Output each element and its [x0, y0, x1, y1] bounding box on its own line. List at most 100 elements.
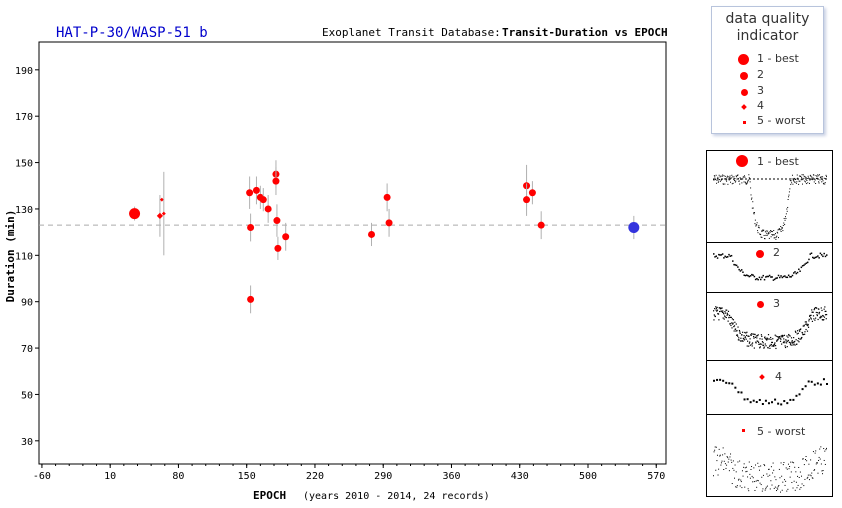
lightcurve-dot	[724, 255, 726, 258]
lightcurve-dot	[748, 342, 750, 344]
lightcurve-dot	[740, 178, 742, 180]
lightcurve-dot	[772, 279, 775, 281]
lightcurve-dot	[823, 459, 825, 461]
lightcurve-dot	[808, 320, 810, 322]
lightcurve-dot	[774, 342, 776, 344]
lightcurve-dot	[797, 475, 799, 477]
lightcurve-dot	[752, 399, 755, 402]
lightcurve-dot	[740, 391, 743, 394]
lightcurve-dot	[720, 307, 722, 309]
lightcurve-dot	[730, 316, 732, 318]
lightcurve-dot	[754, 336, 756, 338]
lightcurve-dot	[761, 476, 763, 478]
lightcurve-dot	[719, 176, 721, 178]
lightcurve-dot	[789, 276, 791, 278]
lightcurve-dot	[793, 480, 795, 482]
lightcurve-dot	[720, 462, 722, 464]
lightcurve-dot	[808, 463, 810, 465]
lightcurve-dot	[801, 332, 804, 334]
lightcurve-dot	[778, 468, 780, 470]
lightcurve-dot	[724, 453, 726, 455]
lightcurve-dot	[739, 340, 742, 342]
lightcurve-dot	[768, 345, 771, 347]
example-panel-quality-3: 3	[706, 292, 833, 362]
x-tick-label: 360	[442, 471, 460, 482]
lightcurve-dot	[783, 217, 785, 219]
lightcurve-dot	[788, 196, 790, 198]
lightcurve-dot	[748, 177, 750, 179]
lightcurve-dot	[778, 228, 780, 230]
lightcurve-dot	[798, 268, 800, 271]
lightcurve-dot	[756, 337, 758, 339]
lightcurve-dot	[761, 338, 763, 340]
example-4-dots	[713, 378, 828, 406]
example-lightcurve-3	[713, 306, 828, 350]
lightcurve-dot	[781, 489, 783, 491]
lightcurve-dot	[816, 462, 818, 464]
lightcurve-dot	[799, 180, 801, 182]
lightcurve-dot	[753, 347, 755, 349]
lightcurve-dot	[822, 180, 824, 182]
lightcurve-dot	[747, 179, 749, 181]
data-point	[161, 211, 166, 216]
lightcurve-dot	[782, 341, 784, 344]
lightcurve-dot	[737, 391, 740, 394]
lightcurve-dot	[797, 332, 799, 334]
lightcurve-dot	[782, 225, 784, 227]
lightcurve-dot	[768, 274, 771, 277]
lightcurve-dot	[735, 175, 737, 177]
lightcurve-dot	[719, 310, 721, 313]
lightcurve-dot	[730, 177, 732, 179]
lightcurve-dot	[819, 174, 821, 176]
lightcurve-dot	[787, 339, 789, 342]
lightcurve-dot	[722, 379, 725, 382]
lightcurve-dot	[724, 183, 726, 185]
lightcurve-dot	[746, 183, 748, 185]
lightcurve-dot	[729, 255, 732, 257]
lightcurve-dot	[821, 316, 823, 318]
lightcurve-dot	[739, 331, 741, 333]
lightcurve-dot	[764, 231, 766, 233]
lightcurve-dot	[824, 314, 827, 316]
lightcurve-dot	[768, 232, 770, 234]
lightcurve-dot	[726, 175, 728, 177]
lightcurve-dot	[747, 274, 749, 277]
lightcurve-dot	[762, 344, 764, 346]
lightcurve-dot	[781, 228, 783, 230]
lightcurve-dot	[811, 477, 813, 479]
lightcurve-dot	[816, 462, 818, 464]
lightcurve-dot	[724, 175, 726, 177]
lightcurve-dot	[794, 271, 796, 273]
lightcurve-dot	[825, 178, 827, 180]
lightcurve-dot	[725, 309, 727, 311]
lightcurve-dot	[781, 226, 783, 228]
lightcurve-dot	[791, 340, 793, 342]
example-label: 5 - worst	[757, 425, 806, 438]
lightcurve-dot	[751, 197, 753, 199]
lightcurve-dot	[769, 474, 771, 476]
lightcurve-dot	[778, 228, 780, 230]
lightcurve-dot	[780, 403, 783, 406]
lightcurve-dot	[813, 308, 816, 310]
example-lightcurve-5	[713, 446, 827, 493]
lightcurve-dot	[775, 347, 777, 350]
lightcurve-dot	[716, 306, 718, 308]
lightcurve-dot	[814, 319, 816, 321]
lightcurve-dot	[774, 334, 776, 336]
lightcurve-dot	[783, 479, 785, 481]
lightcurve-dot	[742, 178, 744, 180]
lightcurve-dot	[790, 180, 792, 182]
lightcurve-dot	[786, 346, 788, 348]
lightcurve-dot	[731, 483, 733, 485]
lightcurve-dot	[751, 343, 753, 345]
lightcurve-dot	[737, 339, 739, 341]
lightcurve-dot	[802, 333, 804, 336]
lightcurve-dot	[821, 178, 823, 180]
lightcurve-dot	[737, 335, 739, 337]
lightcurve-dot	[814, 256, 817, 259]
lightcurve-dot	[764, 336, 766, 338]
example-label: 3	[773, 297, 780, 310]
lightcurve-dot	[748, 345, 750, 347]
lightcurve-dot	[744, 181, 746, 183]
lightcurve-dot	[716, 454, 718, 456]
